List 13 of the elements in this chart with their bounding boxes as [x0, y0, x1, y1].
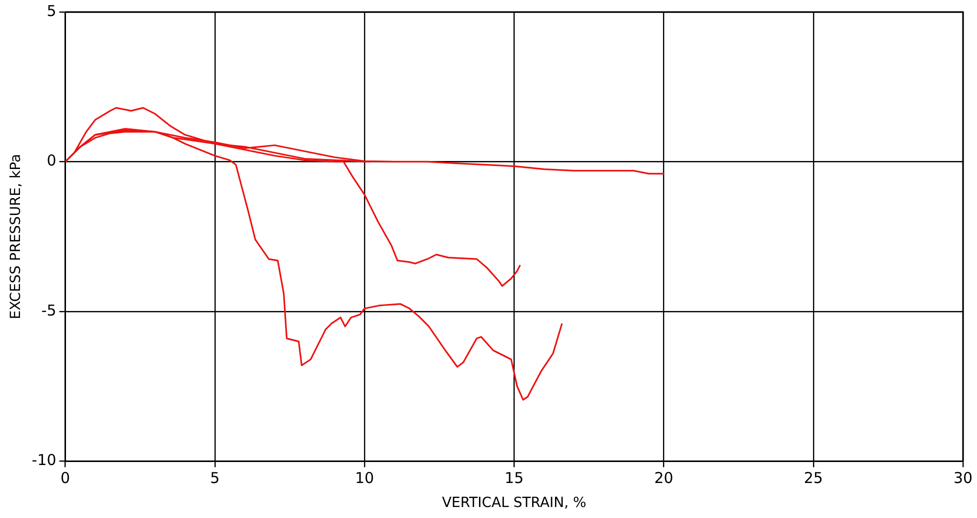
- x-tick-label: 30: [953, 469, 973, 488]
- x-tick-label: 20: [654, 469, 674, 488]
- x-axis-title: VERTICAL STRAIN, %: [442, 495, 586, 512]
- y-tick-label: -5: [41, 301, 56, 320]
- y-tick-label: -10: [32, 451, 56, 470]
- y-tick-label: 0: [46, 152, 56, 170]
- x-tick-label: 5: [210, 469, 220, 488]
- y-tick-label: 5: [46, 2, 56, 20]
- y-axis-title: EXCESS PRESSURE, kPa: [8, 154, 24, 320]
- x-tick-label: 0: [60, 469, 70, 488]
- x-tick-label: 10: [354, 469, 374, 488]
- x-tick-label: 15: [504, 469, 524, 488]
- x-tick-label: 25: [804, 469, 823, 488]
